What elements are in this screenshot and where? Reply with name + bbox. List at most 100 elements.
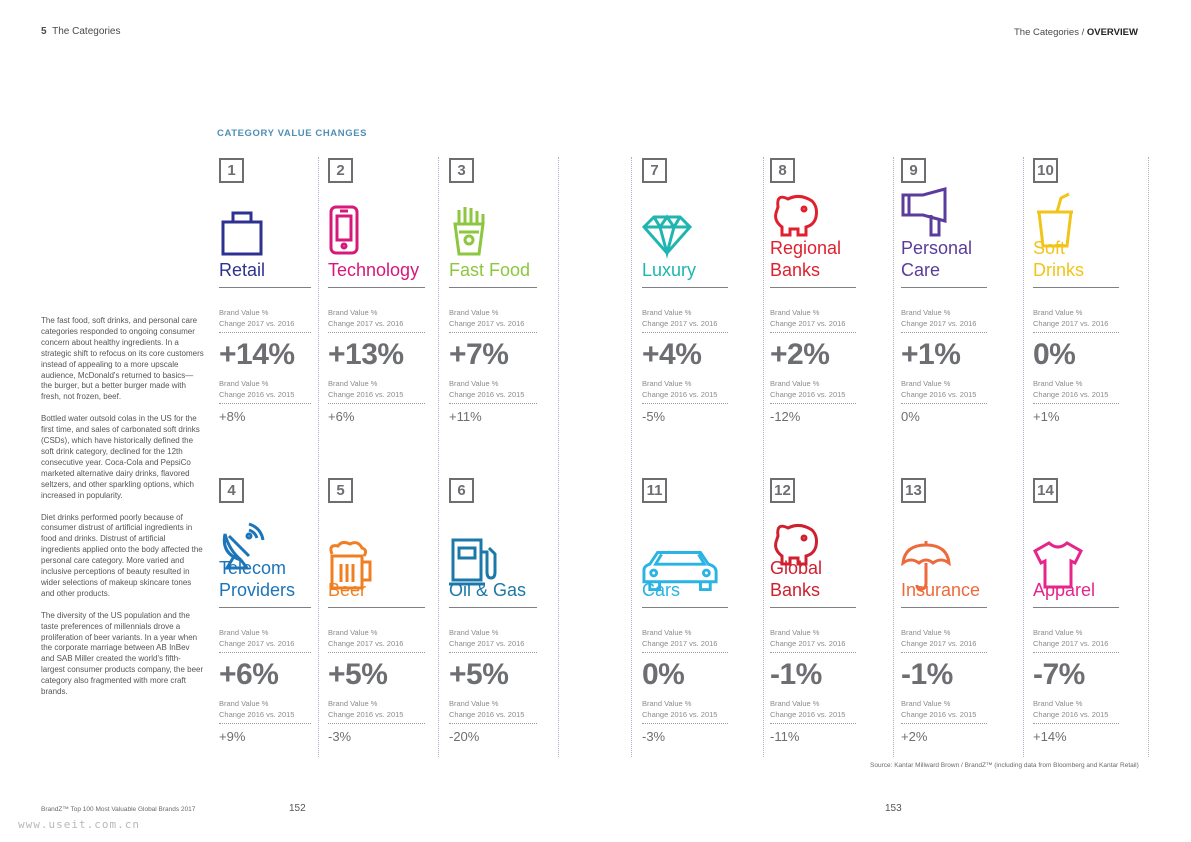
separator [770, 332, 856, 333]
separator [642, 652, 728, 653]
label-2016: Brand Value % Change 2016 vs. 2015 [449, 699, 525, 719]
separator [1033, 652, 1119, 653]
intro-paragraph: Bottled water outsold colas in the US fo… [41, 414, 200, 500]
beer-mug-icon [328, 540, 378, 590]
label-2017: Brand Value % Change 2017 vs. 2016 [219, 308, 295, 328]
label-2017: Brand Value % Change 2017 vs. 2016 [642, 628, 718, 648]
label-2017: Brand Value % Change 2017 vs. 2016 [1033, 628, 1109, 648]
label-2017: Brand Value % Change 2017 vs. 2016 [219, 628, 295, 648]
category-card: 11 Cars Brand Value % Change 2017 vs. 201… [642, 478, 752, 744]
change-2016-value: 0% [901, 409, 920, 424]
category-name: Apparel [1033, 580, 1096, 600]
rank-badge: 3 [449, 158, 474, 183]
change-2017-value: -1% [770, 658, 822, 691]
label-2017: Brand Value % Change 2017 vs. 2016 [901, 628, 977, 648]
category-card: 9 Personal Care Brand Value % Change 2017 … [901, 158, 1011, 424]
chapter-number: 5 [41, 26, 47, 37]
chapter-title: The Categories [52, 26, 121, 37]
fries-icon [449, 206, 499, 256]
category-card: 3 Fast Food Brand Value % Change 2017 vs.… [449, 158, 559, 424]
page-number-left: 152 [289, 803, 306, 814]
label-2016: Brand Value % Change 2016 vs. 2015 [901, 699, 977, 719]
change-2016-value: -20% [449, 729, 480, 744]
fuel-pump-icon [449, 538, 499, 588]
header-right: The Categories / OVERVIEW [1014, 27, 1138, 38]
rank-badge: 10 [1033, 158, 1058, 183]
separator [1033, 403, 1119, 404]
soft-drink-cup-icon [1033, 192, 1083, 248]
shopping-bag-icon [219, 206, 269, 256]
category-name-box: Technology [328, 239, 425, 288]
category-name-box: Regional Banks [770, 238, 856, 288]
separator [449, 403, 537, 404]
change-2017-value: 0% [1033, 338, 1076, 371]
category-name-box: Retail [219, 239, 311, 288]
car-icon [642, 546, 720, 596]
breadcrumb-section[interactable]: The Categories [1014, 27, 1079, 38]
separator [1033, 723, 1119, 724]
label-2017: Brand Value % Change 2017 vs. 2016 [901, 308, 977, 328]
change-2016-value: +9% [219, 729, 246, 744]
category-name-box: Telecom Providers [219, 558, 311, 608]
change-2016-value: -3% [642, 729, 666, 744]
separator [770, 723, 856, 724]
change-2017-value: -1% [901, 658, 953, 691]
label-2016: Brand Value % Change 2016 vs. 2015 [328, 699, 404, 719]
hair-dryer-icon [901, 187, 951, 239]
label-2017: Brand Value % Change 2017 vs. 2016 [449, 628, 525, 648]
category-name: Retail [219, 260, 266, 280]
separator [328, 723, 425, 724]
separator [1033, 332, 1119, 333]
rank-badge: 5 [328, 478, 353, 503]
category-card: 5 Beer Brand Value % Change 2017 vs. 2016… [328, 478, 438, 744]
piggy-bank-icon [770, 189, 820, 239]
category-card: 13 Insurance Brand Value % Change 2017 vs… [901, 478, 1011, 744]
piggy-bank-icon [770, 518, 820, 568]
category-name-box: Oil & Gas [449, 559, 537, 608]
breadcrumb-divider: / [1081, 27, 1085, 38]
label-2017: Brand Value % Change 2017 vs. 2016 [328, 628, 404, 648]
category-name-box: Apparel [1033, 559, 1119, 608]
rank-badge: 8 [770, 158, 795, 183]
label-2016: Brand Value % Change 2016 vs. 2015 [642, 379, 718, 399]
rank-badge: 2 [328, 158, 353, 183]
label-2016: Brand Value % Change 2016 vs. 2015 [770, 699, 846, 719]
category-name: Oil & Gas [449, 580, 527, 600]
label-2017: Brand Value % Change 2017 vs. 2016 [770, 308, 846, 328]
category-name-box: Personal Care [901, 238, 987, 288]
change-2016-value: -11% [770, 729, 800, 744]
watermark: www.useit.com.cn [18, 818, 140, 831]
label-2017: Brand Value % Change 2017 vs. 2016 [770, 628, 846, 648]
rank-badge: 7 [642, 158, 667, 183]
separator [901, 723, 987, 724]
separator [449, 652, 537, 653]
change-2017-value: +6% [219, 658, 279, 691]
publication-title: BrandZ™ Top 100 Most Valuable Global Bra… [41, 806, 196, 813]
intro-paragraph: The diversity of the US population and t… [41, 610, 204, 697]
separator [219, 403, 311, 404]
separator [449, 332, 537, 333]
change-2017-value: -7% [1033, 658, 1085, 691]
rank-badge: 9 [901, 158, 926, 183]
intro-paragraph: Diet drinks performed poorly because of … [41, 512, 203, 598]
category-card: 7 Luxury Brand Value % Change 2017 vs. 20… [641, 158, 752, 424]
separator [642, 723, 728, 724]
separator [328, 332, 425, 333]
category-card: 10 Soft Drinks Brand Value % Change 2017 … [1033, 158, 1143, 424]
tshirt-icon [1033, 541, 1083, 591]
label-2016: Brand Value % Change 2016 vs. 2015 [1033, 379, 1109, 399]
section-title: CATEGORY VALUE CHANGES [217, 128, 368, 139]
separator [642, 332, 728, 333]
category-name: Cars [642, 580, 681, 600]
separator [770, 403, 856, 404]
rank-badge: 1 [219, 158, 244, 183]
umbrella-icon [901, 541, 951, 591]
change-2017-value: +4% [642, 338, 702, 371]
category-name-box: Fast Food [449, 239, 537, 288]
separator [219, 332, 311, 333]
label-2016: Brand Value % Change 2016 vs. 2015 [901, 379, 977, 399]
category-name: Soft Drinks [1033, 238, 1085, 280]
category-card: 12 Global Banks Brand Value % Change 2017 … [770, 478, 880, 744]
category-card: 2 Technology Brand Value % Change 2017 vs… [328, 158, 438, 424]
rank-badge: 12 [770, 478, 795, 503]
